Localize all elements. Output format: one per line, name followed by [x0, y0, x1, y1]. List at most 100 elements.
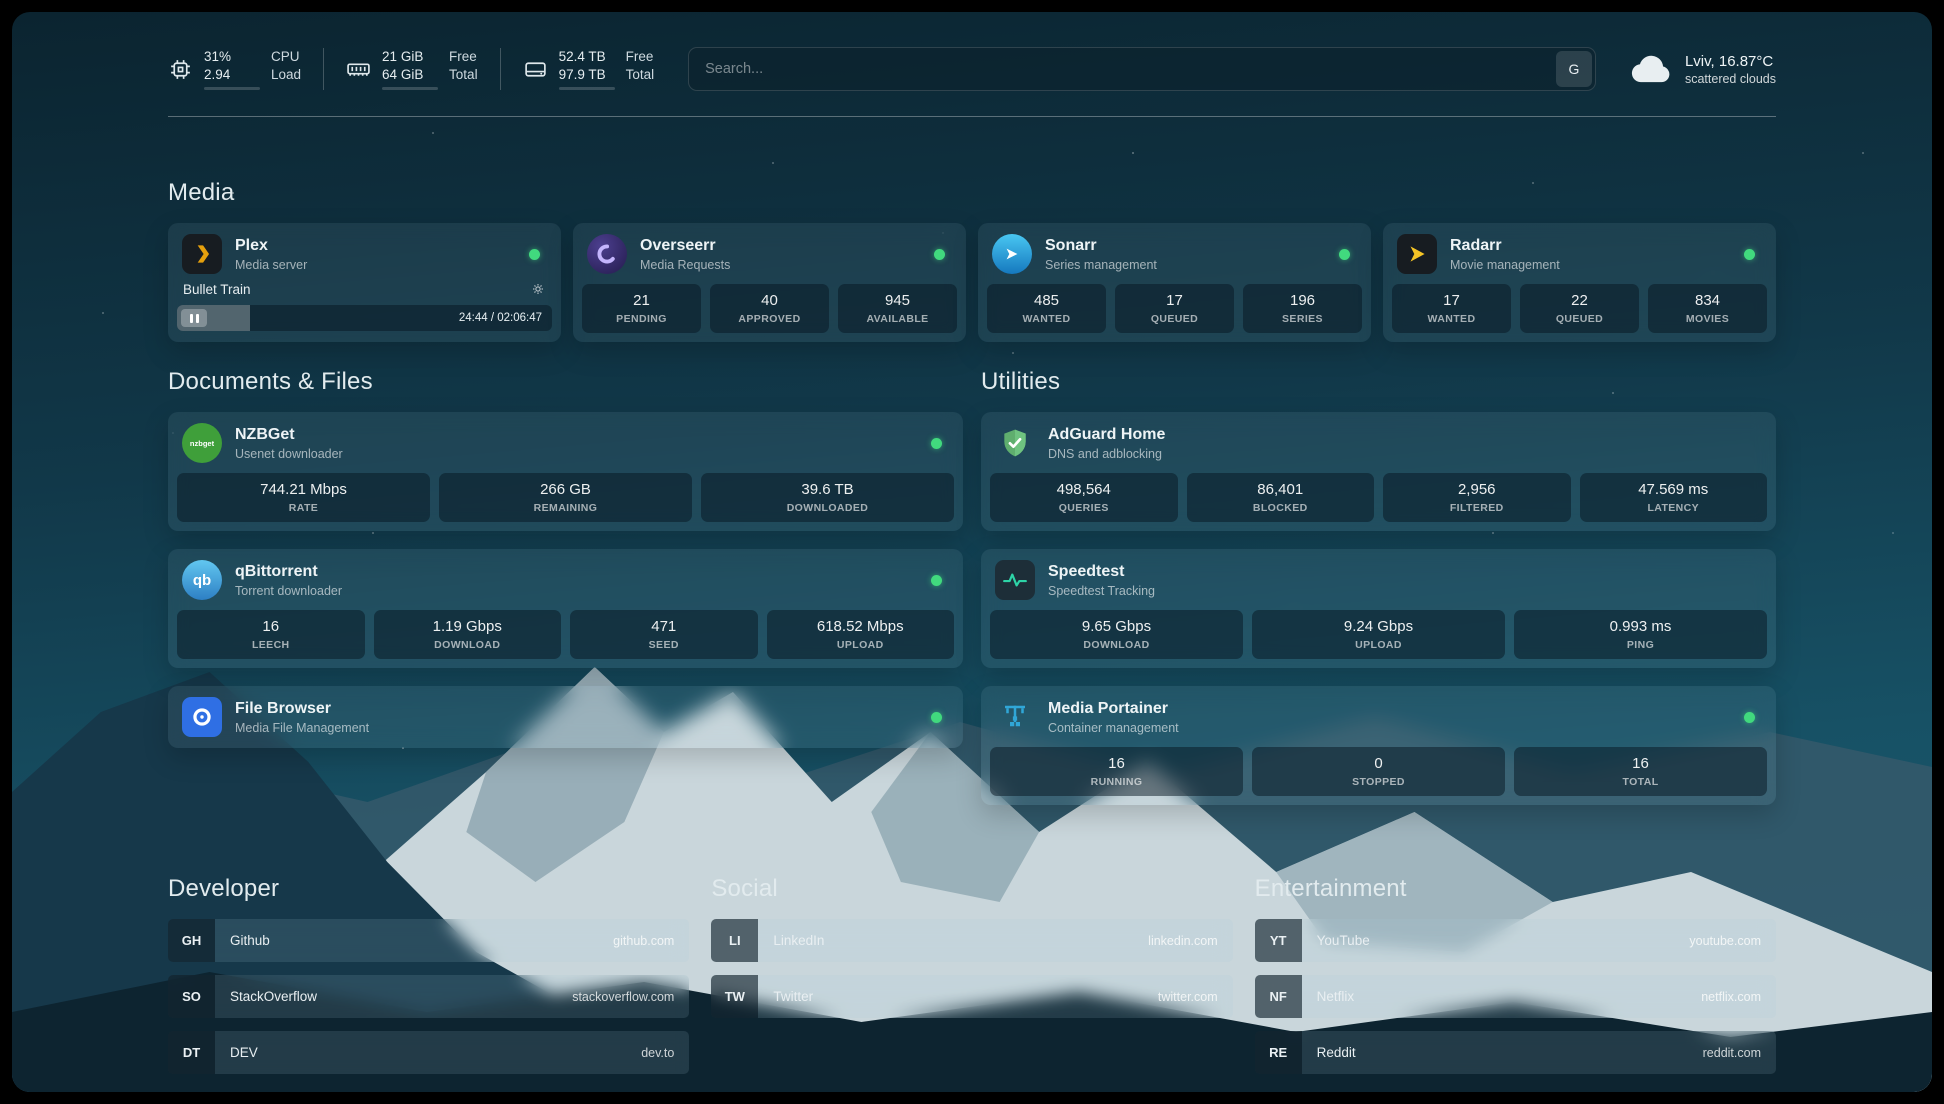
speedtest-icon	[995, 560, 1035, 600]
service-link-radarr[interactable]: Radarr Movie management	[1392, 232, 1767, 276]
section-developer: Developer GH Github github.com SO StackO…	[168, 875, 690, 1087]
plex-icon	[182, 234, 222, 274]
bookmark-url: dev.to	[641, 1045, 675, 1060]
bookmark-netflix[interactable]: NF Netflix netflix.com	[1254, 975, 1776, 1018]
bookmark-url: youtube.com	[1689, 933, 1761, 948]
bookmark-abbr: GH	[168, 919, 215, 962]
stat-series: 196 SERIES	[1243, 284, 1362, 333]
utilities-heading: Utilities	[981, 368, 1061, 395]
service-link-speedtest[interactable]: Speedtest Speedtest Tracking	[990, 558, 1767, 602]
status-dot	[931, 711, 942, 723]
service-subtitle: Series management	[1045, 258, 1157, 273]
service-subtitle: Usenet downloader	[235, 447, 343, 462]
service-subtitle: Movie management	[1450, 258, 1560, 273]
service-link-adguard[interactable]: AdGuard Home DNS and adblocking	[990, 421, 1767, 465]
stat-total: 16 TOTAL	[1514, 747, 1767, 796]
service-subtitle: Speedtest Tracking	[1048, 584, 1156, 599]
search-input[interactable]	[689, 48, 1553, 90]
search-provider-button[interactable]: G	[1555, 51, 1592, 87]
status-dot	[931, 574, 942, 586]
stat-stopped: 0 STOPPED	[1252, 747, 1505, 796]
bookmark-github[interactable]: GH Github github.com	[168, 919, 690, 962]
service-link-sonarr[interactable]: Sonarr Series management	[987, 232, 1362, 276]
bookmark-url: github.com	[613, 933, 675, 948]
section-utilities: Utilities AdGuard Home DNS and	[981, 368, 1776, 805]
stat-running: 16 RUNNING	[990, 747, 1243, 796]
bookmark-dev[interactable]: DT DEV dev.to	[168, 1031, 690, 1074]
bookmark-linkedin[interactable]: LI LinkedIn linkedin.com	[711, 919, 1233, 962]
service-card-plex: Plex Media server Bullet Train	[168, 223, 561, 342]
dashboard-screen: 31% 2.94 CPU Load 21 GiB 64 GiB	[12, 12, 1932, 1092]
stat-upload: 618.52 Mbps UPLOAD	[766, 610, 954, 659]
pause-icon[interactable]	[181, 309, 207, 327]
service-card-nzbget: nzbget NZBGet Usenet downloader 744.21 M…	[168, 412, 963, 531]
stat-queries: 498,564 QUERIES	[990, 473, 1178, 522]
qbittorrent-icon: qb	[182, 560, 222, 600]
bookmark-youtube[interactable]: YT YouTube youtube.com	[1254, 919, 1776, 962]
cpu-usage-bar	[204, 87, 260, 91]
stat-blocked: 86,401 BLOCKED	[1186, 473, 1374, 522]
service-link-overseerr[interactable]: Overseerr Media Requests	[582, 232, 957, 276]
weather-widget: Lviv, 16.87°C scattered clouds	[1630, 53, 1776, 86]
weather-location: Lviv, 16.87°C	[1684, 52, 1774, 70]
service-link-nzbget[interactable]: nzbget NZBGet Usenet downloader	[177, 421, 954, 465]
service-card-adguard: AdGuard Home DNS and adblocking 498,564 Q…	[981, 412, 1776, 531]
service-card-filebrowser: File Browser Media File Management	[168, 686, 963, 748]
bookmark-name: Github	[230, 933, 270, 948]
bookmark-abbr: SO	[168, 975, 215, 1018]
stat-remaining: 266 GB REMAINING	[439, 473, 692, 522]
stat-ping: 0.993 ms PING	[1514, 610, 1767, 659]
bookmark-url: stackoverflow.com	[572, 989, 675, 1004]
now-playing-title: Bullet Train	[183, 281, 251, 297]
service-subtitle: Media server	[235, 258, 308, 273]
bookmark-abbr: YT	[1254, 919, 1302, 962]
bookmark-abbr: DT	[168, 1031, 215, 1074]
service-name: Sonarr	[1045, 236, 1097, 254]
playback-progress-bar[interactable]: 24:44 / 02:06:47	[177, 305, 552, 331]
bookmark-reddit[interactable]: RE Reddit reddit.com	[1254, 1031, 1776, 1074]
service-link-qbittorrent[interactable]: qb qBittorrent Torrent downloader	[177, 558, 954, 602]
memory-widget: 21 GiB 64 GiB Free Total	[346, 47, 501, 91]
section-social: Social LI LinkedIn linkedin.com TW Twitt…	[711, 875, 1233, 1031]
stat-available: 945 AVAILABLE	[838, 284, 957, 333]
bookmark-name: StackOverflow	[230, 989, 318, 1004]
service-name: Speedtest	[1048, 562, 1125, 580]
service-subtitle: DNS and adblocking	[1048, 447, 1162, 462]
service-name: Media Portainer	[1048, 699, 1169, 717]
stat-downloaded: 39.6 TB DOWNLOADED	[701, 473, 954, 522]
settings-gear-icon[interactable]	[530, 281, 546, 297]
entertainment-heading: Entertainment	[1254, 875, 1407, 902]
radarr-icon	[1397, 234, 1437, 274]
bookmark-abbr: RE	[1254, 1031, 1302, 1074]
section-media: Media Plex Media server Bullet	[168, 179, 1776, 342]
service-card-speedtest: Speedtest Speedtest Tracking 9.65 Gbps DO…	[981, 549, 1776, 668]
bookmark-abbr: LI	[711, 919, 759, 962]
search-bar: G	[688, 47, 1596, 91]
service-link-filebrowser[interactable]: File Browser Media File Management	[177, 695, 954, 739]
bookmark-url: linkedin.com	[1148, 933, 1218, 948]
service-link-plex[interactable]: Plex Media server	[177, 232, 552, 276]
snow-specks	[12, 12, 14, 14]
cloud-icon	[1631, 55, 1670, 83]
stat-pending: 21 PENDING	[582, 284, 701, 333]
service-card-portainer: Media Portainer Container management 16 R…	[981, 686, 1776, 805]
stat-queued: 17 QUEUED	[1115, 284, 1234, 333]
bookmark-name: Netflix	[1316, 989, 1355, 1004]
cpu-widget: 31% 2.94 CPU Load	[168, 47, 325, 91]
bookmark-twitter[interactable]: TW Twitter twitter.com	[711, 975, 1233, 1018]
service-card-qbittorrent: qb qBittorrent Torrent downloader 16 LEEC…	[168, 549, 963, 668]
service-name: Radarr	[1450, 236, 1502, 254]
service-name: NZBGet	[235, 425, 295, 443]
service-link-portainer[interactable]: Media Portainer Container management	[990, 695, 1767, 739]
topbar-divider	[168, 116, 1776, 117]
service-name: AdGuard Home	[1048, 425, 1166, 443]
bookmark-abbr: TW	[711, 975, 759, 1018]
media-heading: Media	[168, 179, 235, 206]
status-dot	[934, 248, 945, 260]
ram-icon	[347, 62, 370, 76]
developer-heading: Developer	[168, 875, 280, 902]
topbar: 31% 2.94 CPU Load 21 GiB 64 GiB	[168, 46, 1776, 92]
disk-values: 52.4 TB 97.9 TB	[558, 48, 615, 91]
bookmark-stackoverflow[interactable]: SO StackOverflow stackoverflow.com	[168, 975, 690, 1018]
section-entertainment: Entertainment YT YouTube youtube.com NF …	[1254, 875, 1776, 1087]
